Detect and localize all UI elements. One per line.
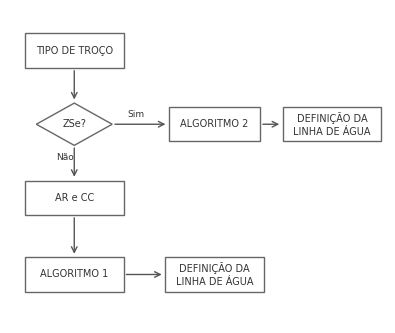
Text: Sim: Sim xyxy=(127,110,145,119)
Text: AR e CC: AR e CC xyxy=(55,193,94,203)
Text: Não: Não xyxy=(56,153,73,162)
Text: TIPO DE TROÇO: TIPO DE TROÇO xyxy=(36,46,113,56)
Polygon shape xyxy=(36,103,112,146)
Bar xyxy=(283,107,382,142)
Text: ALGORITMO 1: ALGORITMO 1 xyxy=(40,269,108,279)
Text: DEFINIÇÃO DA
LINHA DE ÁGUA: DEFINIÇÃO DA LINHA DE ÁGUA xyxy=(293,112,371,137)
Bar xyxy=(25,34,124,68)
Bar xyxy=(169,107,260,142)
Bar xyxy=(25,257,124,292)
Bar xyxy=(25,180,124,215)
Bar xyxy=(165,257,264,292)
Text: DEFINIÇÃO DA
LINHA DE ÁGUA: DEFINIÇÃO DA LINHA DE ÁGUA xyxy=(176,262,253,287)
Text: ALGORITMO 2: ALGORITMO 2 xyxy=(181,119,249,129)
Text: ZSe?: ZSe? xyxy=(62,119,86,129)
